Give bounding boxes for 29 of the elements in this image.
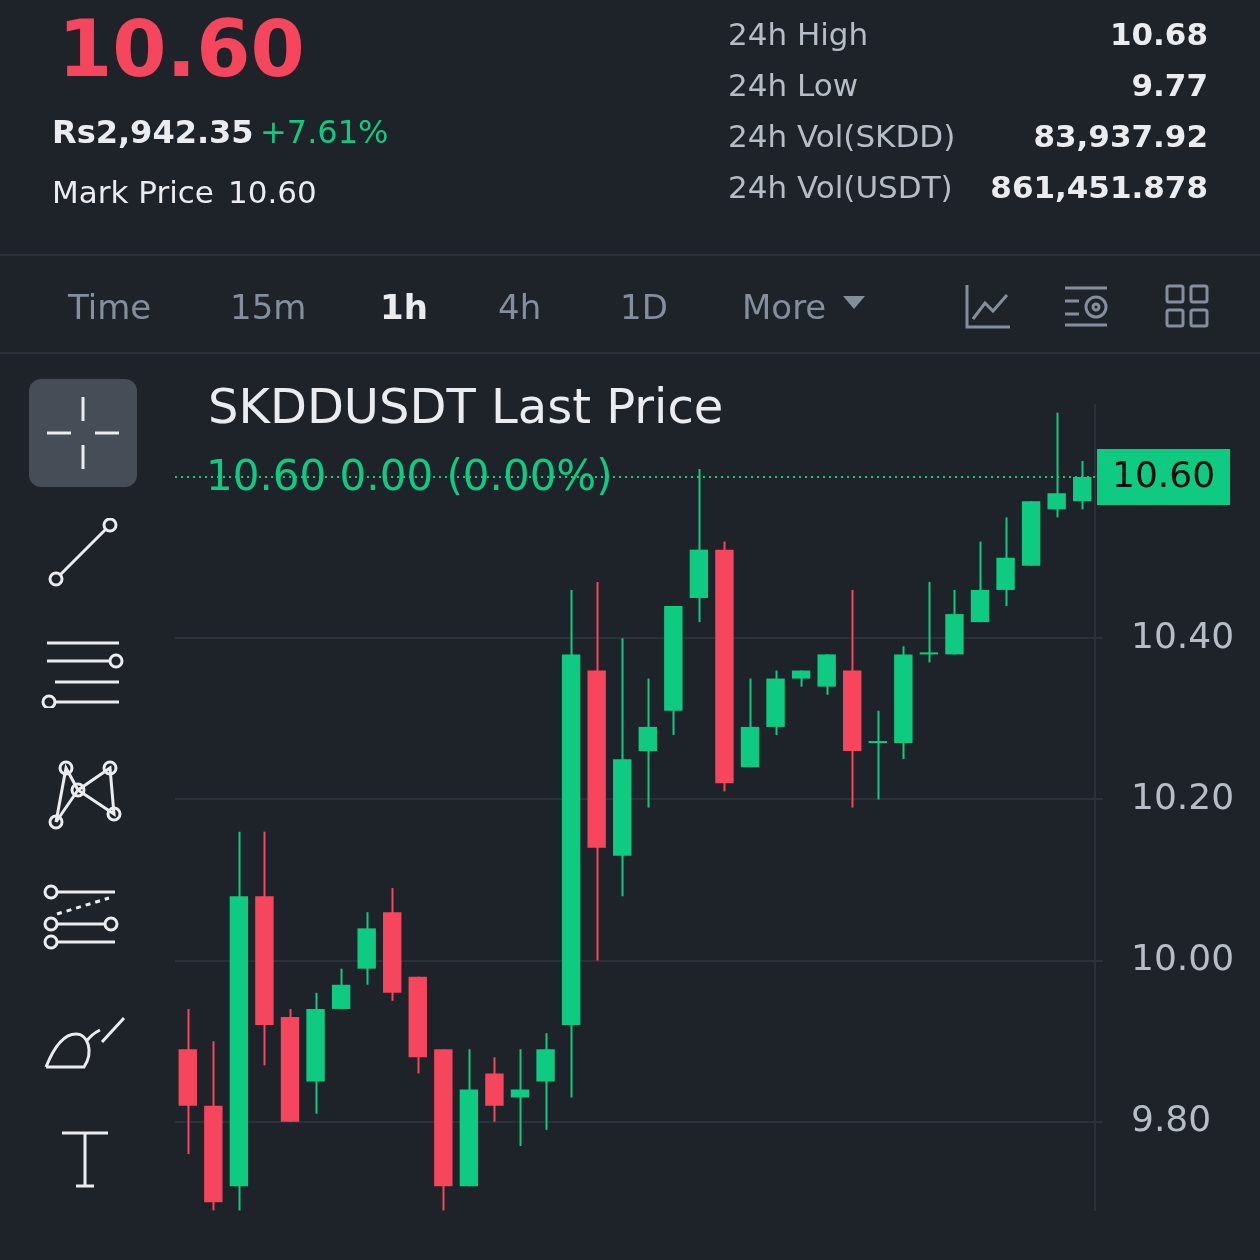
text: 83,937.92 — [1033, 118, 1208, 154]
ref-line-label: 10.60 — [1112, 454, 1216, 496]
text: 15m — [230, 287, 307, 327]
text: +7.61% — [260, 113, 389, 151]
text: 24h Vol(USDT) — [728, 169, 953, 205]
text: More — [742, 287, 827, 327]
text: 10.68 — [1109, 16, 1208, 52]
text: 4h — [498, 287, 542, 327]
chart-title: SKDDUSDT Last Price — [208, 378, 724, 434]
y-tick-label: 10.20 — [1131, 775, 1235, 817]
text: 10.60 — [58, 4, 305, 94]
text: 24h Vol(SKDD) — [728, 118, 956, 154]
text: 10.60 — [228, 174, 317, 210]
y-tick-label: 10.40 — [1131, 614, 1235, 656]
text: Rs2,942.35 — [52, 113, 254, 151]
text: 1h — [380, 287, 428, 327]
text: 861,451.878 — [990, 169, 1208, 205]
text: 24h High — [728, 16, 869, 52]
candlestick — [919, 580, 939, 664]
text: 24h Low — [728, 67, 858, 103]
text: 9.77 — [1131, 67, 1208, 103]
y-tick-label: 9.80 — [1131, 1098, 1212, 1140]
text: Mark Price — [52, 174, 214, 210]
candlestick — [868, 709, 887, 801]
text: Time — [68, 287, 152, 327]
text: 1D — [620, 287, 668, 327]
candlestick — [510, 1048, 530, 1147]
annotation: 10.60 0.00 (0.00%) — [206, 451, 613, 500]
y-tick-label: 10.00 — [1131, 936, 1235, 978]
